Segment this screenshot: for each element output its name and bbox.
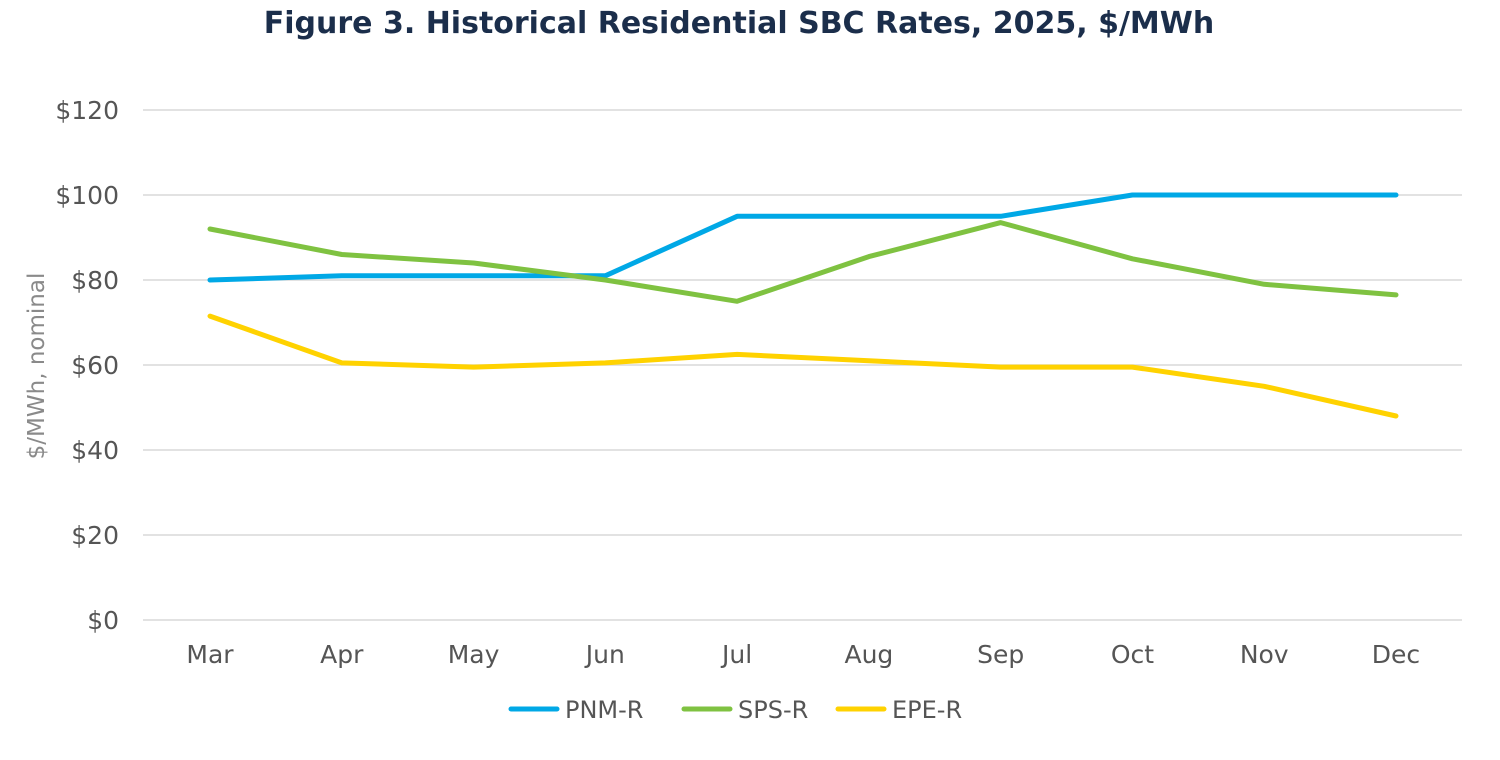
series-line-pnm-r <box>207 192 1399 283</box>
x-tick-label: Jun <box>584 640 625 669</box>
y-tick-label: $20 <box>71 521 119 550</box>
series-lines <box>207 192 1399 419</box>
y-tick-label: $80 <box>71 266 119 295</box>
y-tick-label: $40 <box>71 436 119 465</box>
y-tick-label: $100 <box>55 181 119 210</box>
y-tick-label: $0 <box>87 606 119 635</box>
legend-label-pnm-r: PNM-R <box>565 696 643 724</box>
y-tick-label: $60 <box>71 351 119 380</box>
series-line-epe-r <box>207 313 1399 419</box>
x-tick-label: Oct <box>1111 640 1154 669</box>
legend: PNM-R SPS-R EPE-R <box>508 696 962 724</box>
x-tick-label: May <box>448 640 500 669</box>
chart-title: Figure 3. Historical Residential SBC Rat… <box>263 6 1215 41</box>
x-tick-label: Aug <box>844 640 893 669</box>
x-tick-label: Dec <box>1372 640 1420 669</box>
legend-label-epe-r: EPE-R <box>892 696 962 724</box>
legend-label-sps-r: SPS-R <box>738 696 808 724</box>
y-axis-ticks: $0 $20 $40 $60 $80 $100 $120 <box>55 96 119 635</box>
y-axis-label: $/MWh, nominal <box>24 273 50 460</box>
x-tick-label: Sep <box>977 640 1024 669</box>
x-axis-ticks: Mar Apr May Jun Jul Aug Sep Oct Nov Dec <box>186 640 1420 669</box>
y-tick-label: $120 <box>55 96 119 125</box>
x-tick-label: Apr <box>320 640 364 669</box>
x-tick-label: Nov <box>1240 640 1289 669</box>
series-line-sps-r <box>207 220 1399 304</box>
x-tick-label: Jul <box>720 640 752 669</box>
x-tick-label: Mar <box>186 640 234 669</box>
